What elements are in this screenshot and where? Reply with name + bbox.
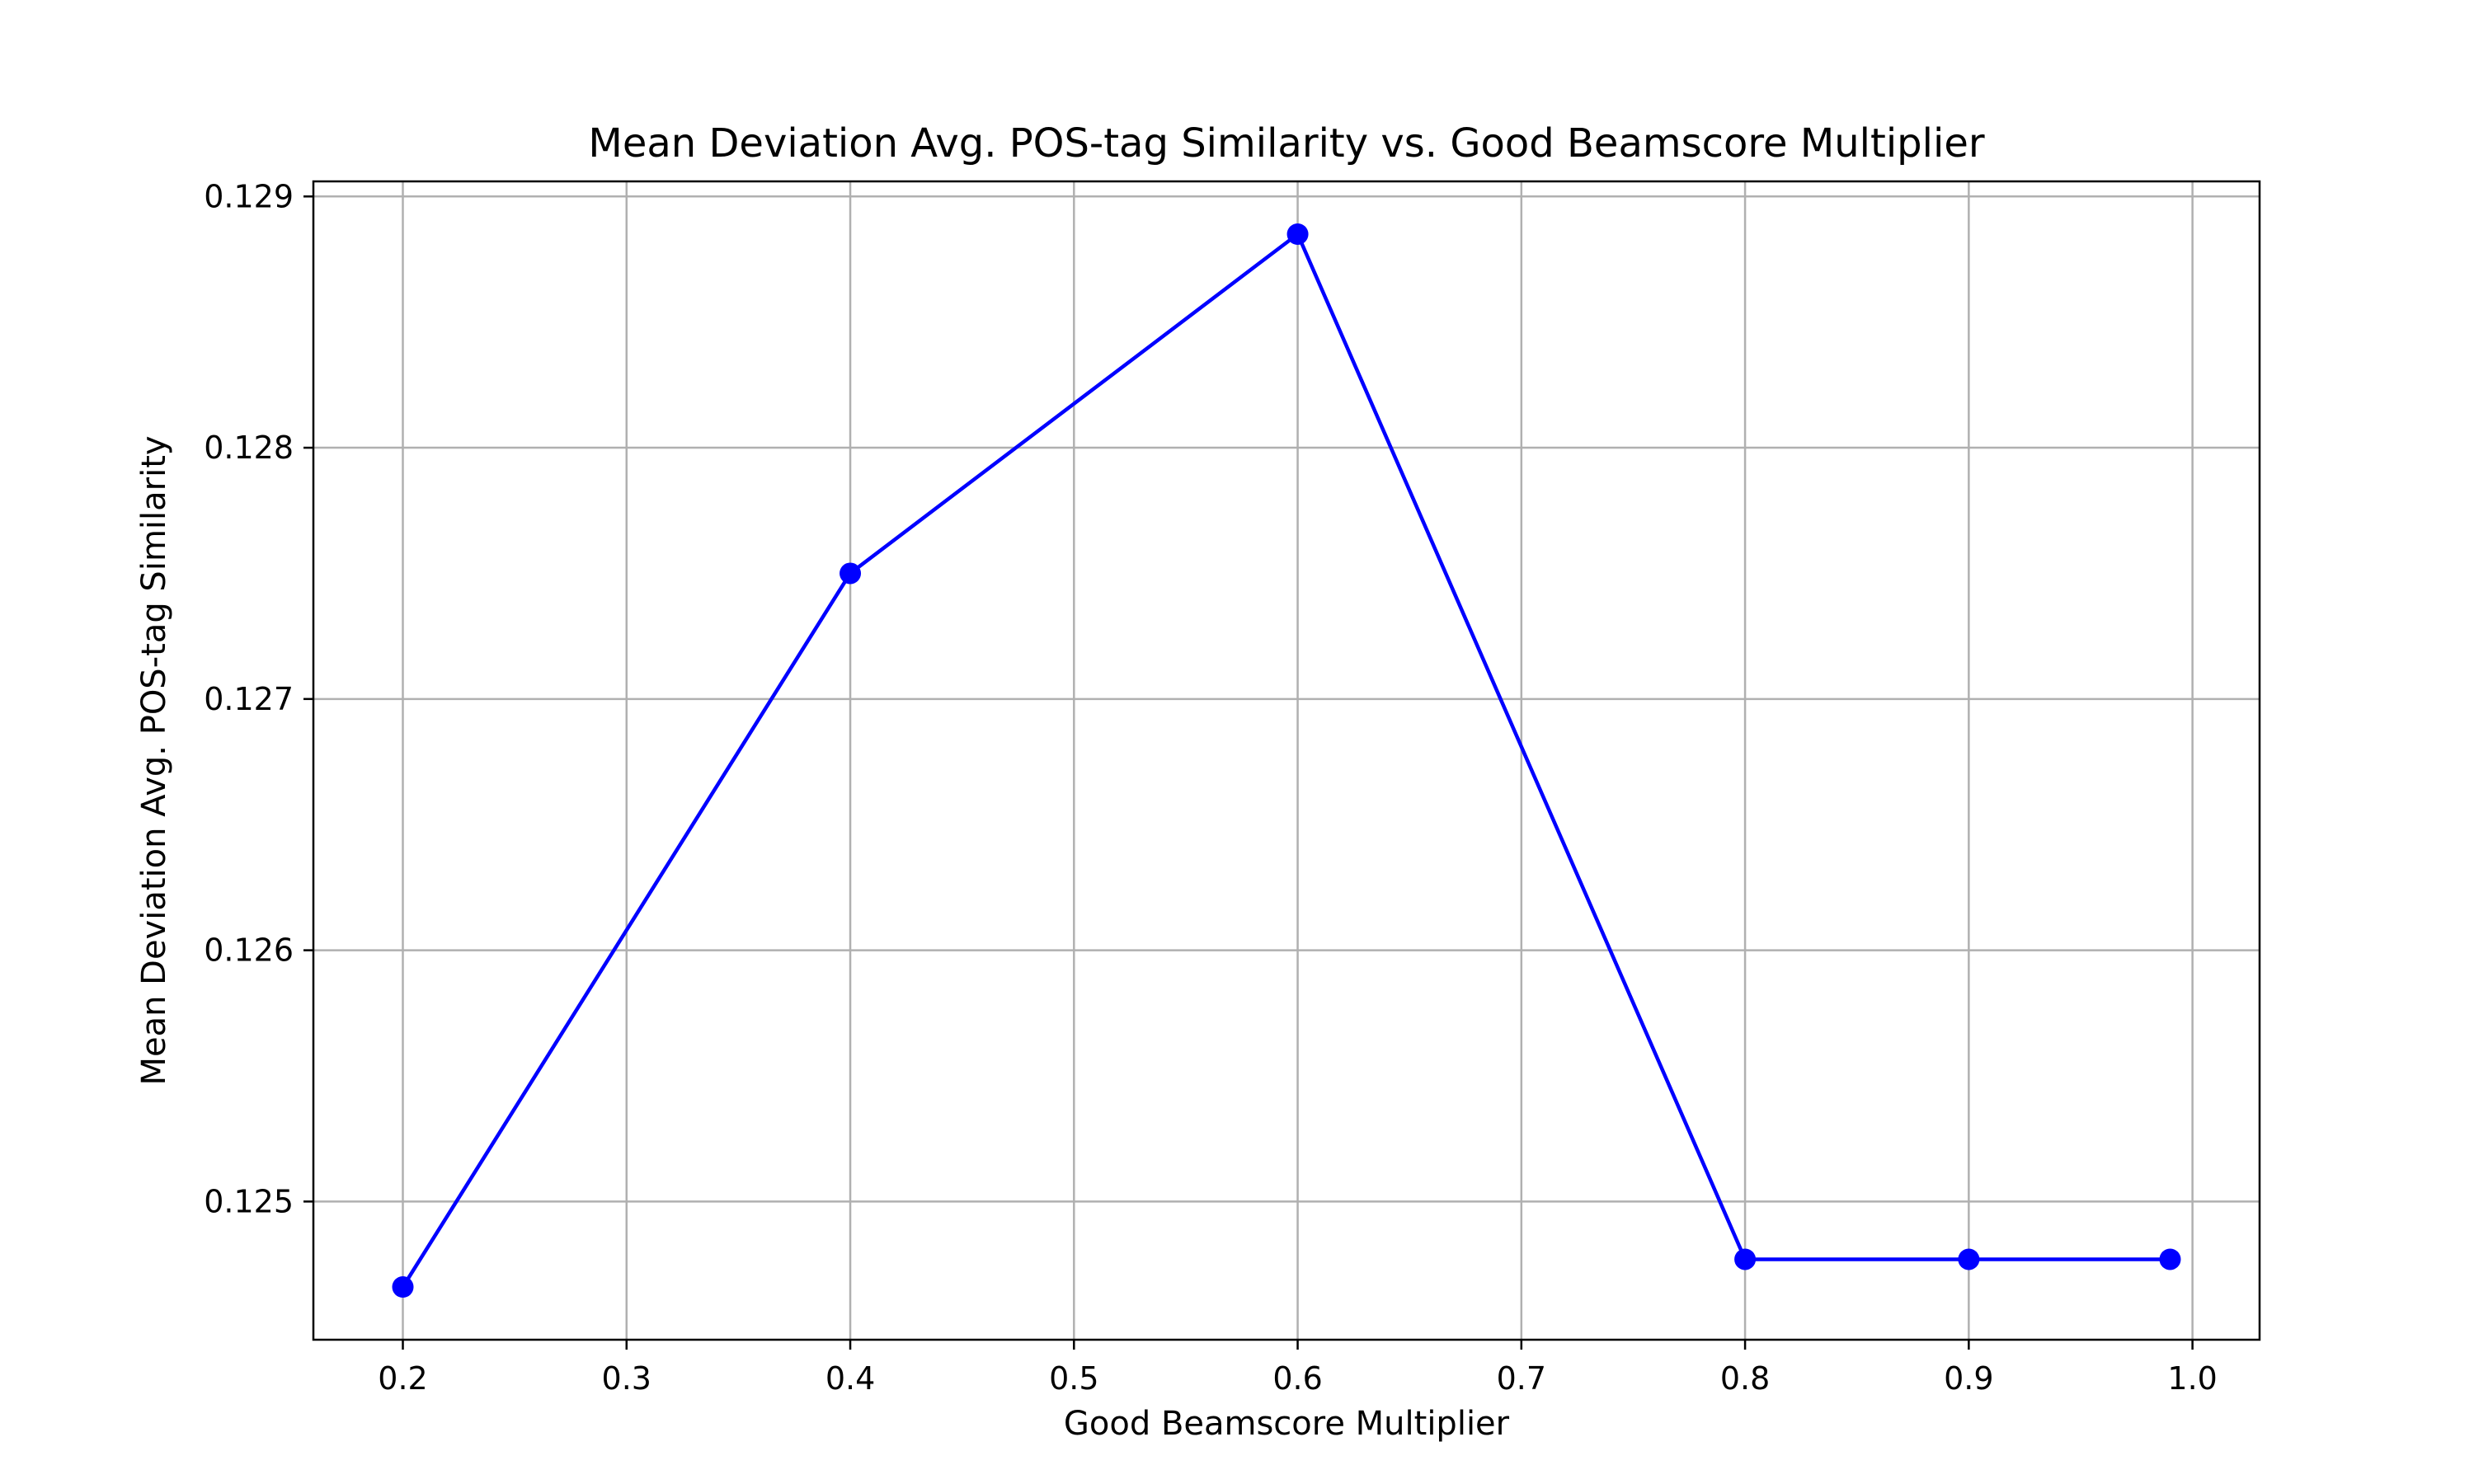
y-axis-title: Mean Deviation Avg. POS-tag Similarity — [135, 435, 173, 1085]
x-tick-label: 0.8 — [1720, 1360, 1770, 1397]
y-tick-label: 0.127 — [204, 681, 294, 717]
series-layer — [392, 223, 2181, 1298]
data-point — [392, 1275, 414, 1298]
chart-title: Mean Deviation Avg. POS-tag Similarity v… — [588, 120, 1984, 167]
x-axis-title: Good Beamscore Multiplier — [1064, 1405, 1510, 1443]
x-tick-label: 0.3 — [602, 1360, 651, 1397]
axis-ticks: 0.2 0.3 0.4 0.5 0.6 0.7 0.8 0.9 1.0 0.125 0.126 0.1… — [204, 178, 2218, 1397]
x-tick-label: 1.0 — [2167, 1360, 2217, 1397]
series-line — [401, 232, 2172, 1289]
y-tick-label: 0.126 — [204, 932, 294, 969]
data-point — [1958, 1248, 1980, 1270]
grid-lines — [313, 181, 2260, 1340]
x-tick-label: 0.9 — [1944, 1360, 1993, 1397]
data-point — [1734, 1248, 1757, 1270]
data-point — [1286, 223, 1309, 246]
plot-area-frame — [312, 180, 2261, 1341]
x-tick-label: 0.6 — [1272, 1360, 1322, 1397]
x-tick-label: 0.5 — [1049, 1360, 1098, 1397]
x-tick-label: 0.4 — [825, 1360, 875, 1397]
x-tick-label: 0.2 — [378, 1360, 427, 1397]
y-tick-label: 0.129 — [204, 178, 294, 214]
data-point — [840, 562, 862, 585]
y-tick-label: 0.128 — [204, 430, 294, 466]
data-point — [2159, 1248, 2181, 1270]
x-tick-label: 0.7 — [1497, 1360, 1546, 1397]
y-tick-label: 0.125 — [204, 1183, 294, 1219]
